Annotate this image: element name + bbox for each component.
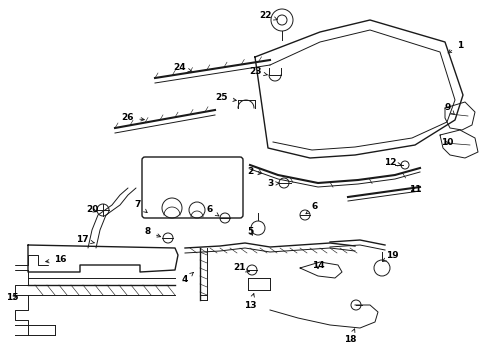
Text: 2: 2 (246, 167, 261, 176)
Text: 16: 16 (45, 256, 66, 265)
Text: 6: 6 (305, 202, 318, 214)
Text: 19: 19 (382, 251, 398, 262)
Text: 15: 15 (6, 293, 18, 302)
Text: 20: 20 (85, 206, 98, 215)
Text: 24: 24 (173, 63, 191, 72)
Text: 17: 17 (76, 235, 94, 244)
Text: 23: 23 (248, 68, 266, 77)
Text: 7: 7 (135, 201, 147, 213)
Text: 26: 26 (122, 113, 144, 122)
Text: 14: 14 (311, 261, 324, 270)
Text: 22: 22 (258, 10, 277, 20)
Text: 25: 25 (215, 94, 236, 103)
Text: 1: 1 (447, 40, 462, 53)
Text: 18: 18 (343, 329, 356, 345)
Text: 9: 9 (444, 104, 453, 114)
Text: 3: 3 (266, 180, 279, 189)
Text: 5: 5 (246, 228, 253, 237)
Text: 11: 11 (408, 185, 420, 194)
Text: 6: 6 (206, 206, 219, 216)
Text: 10: 10 (440, 139, 452, 148)
Text: 4: 4 (182, 273, 193, 284)
Text: 21: 21 (233, 264, 249, 273)
Text: 12: 12 (383, 158, 401, 167)
Text: 13: 13 (243, 293, 256, 310)
Text: 8: 8 (144, 228, 160, 237)
